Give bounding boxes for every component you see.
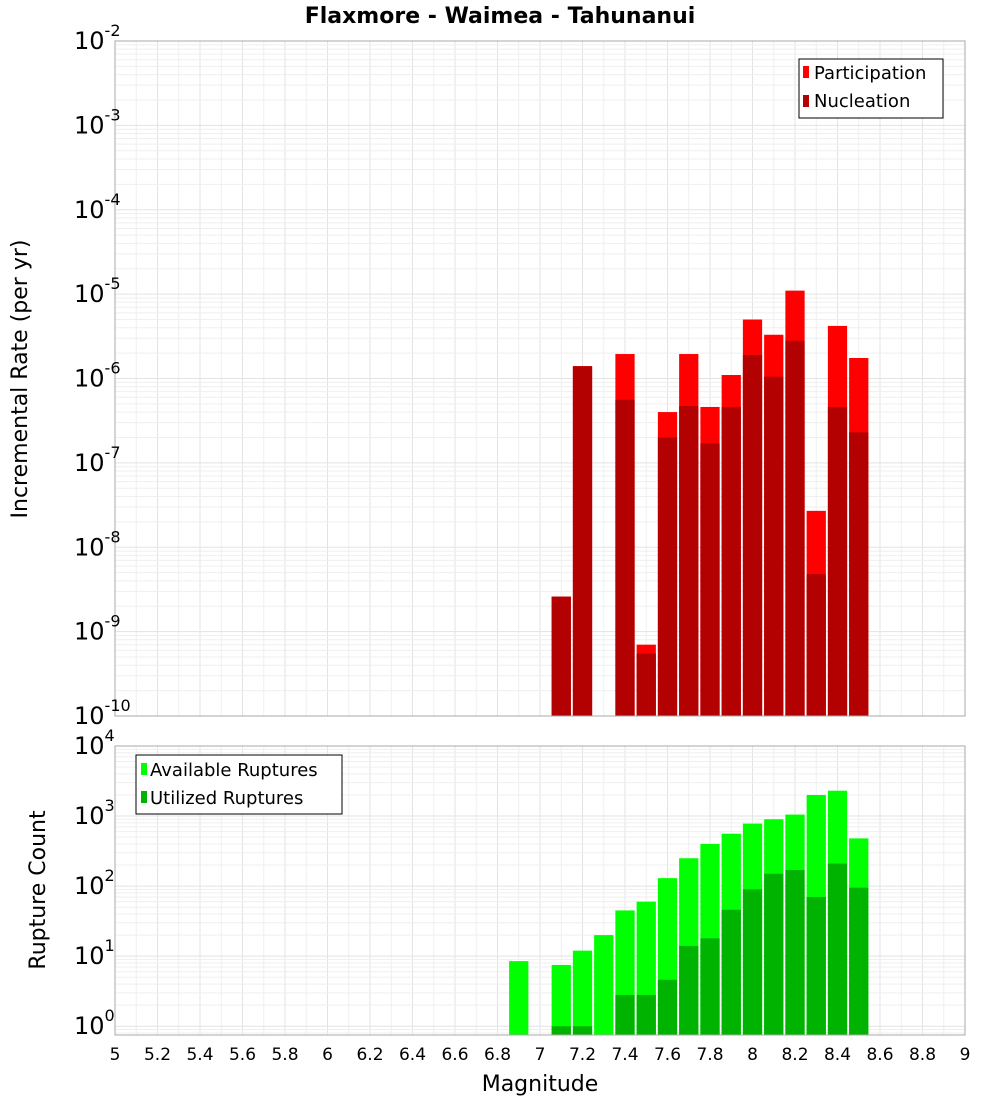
count-bars <box>509 790 869 1035</box>
nucleation-bar <box>785 340 805 716</box>
count-legend-box <box>135 754 343 815</box>
x-tick-label: 6.8 <box>484 1045 511 1065</box>
count-legend: Available Ruptures Utilized Ruptures <box>135 754 343 815</box>
utilized-legend-swatch <box>141 791 147 803</box>
utilized-ruptures-bar <box>572 1026 593 1035</box>
x-tick-label: 6.4 <box>399 1045 426 1065</box>
rate-y-axis-label: Incremental Rate (per yr) <box>8 240 33 519</box>
utilized-ruptures-bar <box>657 979 678 1035</box>
utilized-ruptures-bar <box>849 887 869 1035</box>
x-tick-label: 8.2 <box>781 1045 808 1065</box>
rate-y-ticks: 10-10 10-9 10-8 10-7 10-6 10-5 10-4 10-3 10-2 <box>74 21 131 730</box>
rate-bars <box>551 290 869 716</box>
nucleation-bar <box>636 653 656 716</box>
count-y-tick-label: 102 <box>74 866 115 900</box>
x-tick-label: 9 <box>960 1045 971 1065</box>
utilized-ruptures-bar <box>615 994 635 1035</box>
x-axis-label: Magnitude <box>482 1072 599 1097</box>
rate-y-tick-label: 10-5 <box>74 274 121 308</box>
available-legend-label: Available Ruptures <box>150 760 318 781</box>
nucleation-bar <box>764 376 784 716</box>
count-chart: 100 101 102 103 104 Rupture Count Available … <box>26 726 970 1097</box>
x-tick-label: 7.4 <box>611 1045 638 1065</box>
utilized-ruptures-bar <box>721 909 741 1035</box>
available-ruptures-bar <box>572 950 593 1035</box>
count-y-tick-label: 104 <box>74 726 115 760</box>
rate-y-tick-label: 10-2 <box>74 21 121 55</box>
nucleation-legend-swatch <box>803 95 809 107</box>
count-y-tick-label: 100 <box>74 1006 115 1040</box>
available-ruptures-bar <box>551 964 571 1035</box>
utilized-ruptures-bar <box>806 896 826 1035</box>
nucleation-bar <box>700 443 720 716</box>
count-y-tick-label: 101 <box>74 936 115 970</box>
x-tick-label: 8.6 <box>866 1045 893 1065</box>
x-tick-label: 6 <box>322 1045 333 1065</box>
x-tick-label: 7.8 <box>696 1045 723 1065</box>
nucleation-bar <box>572 366 593 716</box>
rate-y-tick-label: 10-10 <box>74 696 131 730</box>
utilized-ruptures-bar <box>636 994 656 1035</box>
participation-legend-swatch <box>803 66 809 78</box>
x-tick-label: 5.2 <box>144 1045 171 1065</box>
utilized-ruptures-bar <box>551 1026 571 1035</box>
nucleation-bar <box>551 596 571 716</box>
x-tick-label: 5.4 <box>186 1045 213 1065</box>
x-tick-label: 5.8 <box>271 1045 298 1065</box>
x-tick-label: 8.8 <box>909 1045 936 1065</box>
x-tick-label: 8 <box>747 1045 758 1065</box>
nucleation-bar <box>827 406 848 716</box>
utilized-legend-label: Utilized Ruptures <box>150 788 303 809</box>
rate-y-tick-label: 10-7 <box>74 443 121 477</box>
rate-chart: 10-10 10-9 10-8 10-7 10-6 10-5 10-4 10-3 10-2 In… <box>8 21 966 730</box>
nucleation-bar <box>721 406 741 716</box>
utilized-ruptures-bar <box>679 945 699 1035</box>
rate-legend: Participation Nucleation <box>798 58 944 119</box>
nucleation-bar <box>849 432 869 716</box>
nucleation-legend-label: Nucleation <box>814 91 910 112</box>
rate-y-tick-label: 10-3 <box>74 105 121 139</box>
count-plot-frame <box>114 745 966 1036</box>
x-ticks: 5 5.2 5.4 5.6 5.8 6 6.2 6.4 6.6 6.8 7 7.2 7.4 7.6 7.8 8… <box>110 1045 971 1065</box>
rate-y-tick-label: 10-9 <box>74 612 121 646</box>
nucleation-bar <box>679 406 699 716</box>
utilized-ruptures-bar <box>785 869 805 1035</box>
count-y-tick-label: 103 <box>74 796 115 830</box>
rate-legend-box <box>798 58 944 119</box>
nucleation-bar <box>742 354 763 716</box>
utilized-ruptures-bar <box>742 889 763 1035</box>
nucleation-bar <box>806 574 826 716</box>
x-tick-label: 5.6 <box>229 1045 256 1065</box>
participation-legend-label: Participation <box>814 63 926 84</box>
x-tick-label: 8.4 <box>824 1045 851 1065</box>
utilized-ruptures-bar <box>700 938 720 1035</box>
x-tick-label: 7.2 <box>569 1045 596 1065</box>
rate-plot-frame <box>114 40 966 717</box>
nucleation-bar <box>657 437 678 716</box>
x-tick-label: 7 <box>535 1045 546 1065</box>
x-tick-label: 5 <box>110 1045 121 1065</box>
x-tick-label: 6.2 <box>356 1045 383 1065</box>
available-ruptures-bar <box>594 935 614 1035</box>
nucleation-bar <box>615 399 635 716</box>
available-ruptures-bar <box>509 961 529 1035</box>
x-tick-label: 7.6 <box>654 1045 681 1065</box>
count-y-axis-label: Rupture Count <box>26 810 51 970</box>
available-legend-swatch <box>141 763 147 775</box>
rate-y-tick-label: 10-8 <box>74 527 121 561</box>
rate-y-tick-label: 10-4 <box>74 190 121 224</box>
rate-y-tick-label: 10-6 <box>74 359 121 393</box>
x-tick-label: 6.6 <box>441 1045 468 1065</box>
count-y-ticks: 100 101 102 103 104 <box>74 726 115 1040</box>
utilized-ruptures-bar <box>827 863 848 1035</box>
chart-title: Flaxmore - Waimea - Tahunanui <box>305 4 696 29</box>
utilized-ruptures-bar <box>764 873 784 1035</box>
